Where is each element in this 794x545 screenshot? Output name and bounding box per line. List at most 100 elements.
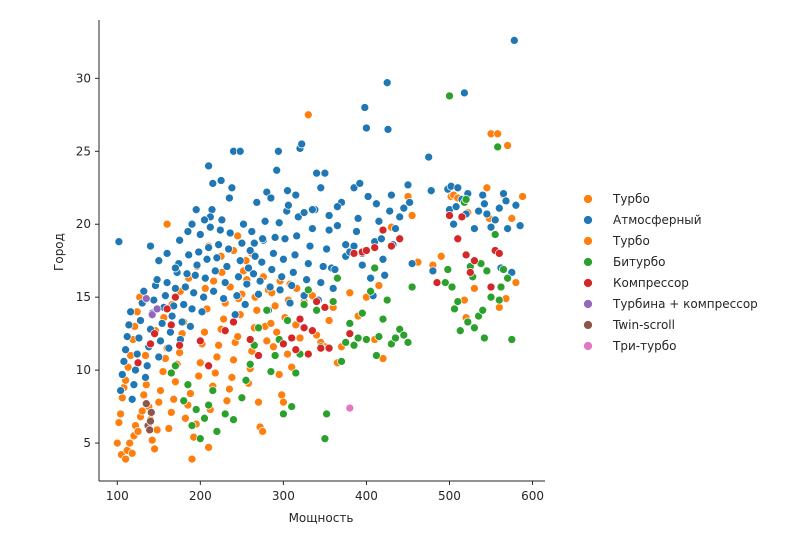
scatter-point: [362, 335, 371, 344]
scatter-point: [267, 265, 277, 274]
scatter-point: [366, 273, 375, 283]
scatter-point: [204, 161, 213, 171]
scatter-point: [451, 202, 461, 212]
scatter-point: [270, 233, 280, 242]
scatter-point: [227, 373, 237, 382]
scatter-point: [291, 320, 301, 330]
scatter-point: [181, 413, 190, 423]
scatter-point: [166, 408, 176, 417]
scatter-point: [395, 212, 405, 222]
scatter-point: [227, 183, 237, 193]
scatter-point: [124, 320, 134, 330]
scatter-point: [494, 303, 504, 312]
scatter-point: [262, 187, 272, 197]
scatter-point: [166, 368, 176, 378]
scatter-point: [295, 333, 305, 343]
scatter-point: [493, 142, 503, 152]
scatter-point: [486, 282, 496, 292]
scatter-point: [372, 199, 381, 209]
scatter-point: [496, 282, 506, 292]
scatter-point: [257, 257, 267, 267]
scatter-point: [112, 438, 122, 448]
scatter-point: [432, 278, 442, 287]
scatter-point: [328, 297, 338, 306]
scatter-point: [461, 250, 471, 260]
scatter-point: [270, 301, 280, 311]
scatter-point: [129, 380, 139, 390]
legend-marker: [583, 299, 593, 309]
scatter-point: [345, 329, 355, 339]
scatter-point: [453, 297, 463, 306]
scatter-point: [208, 179, 218, 188]
scatter-point: [341, 240, 351, 250]
scatter-point: [219, 294, 228, 303]
scatter-point: [158, 367, 168, 376]
legend-label: Twin-scroll: [612, 318, 675, 332]
scatter-point: [320, 303, 330, 312]
scatter-point: [187, 454, 197, 464]
scatter-point: [360, 103, 370, 112]
scatter-point: [279, 409, 288, 419]
scatter-point: [247, 227, 257, 236]
scatter-point: [453, 234, 463, 244]
x-axis-label: Мощность: [289, 511, 354, 525]
scatter-point: [501, 196, 511, 206]
scatter-point: [132, 349, 142, 359]
scatter-point: [254, 351, 263, 360]
scatter-point: [407, 282, 417, 292]
scatter-point: [377, 234, 386, 244]
scatter-point: [216, 176, 226, 185]
scatter-point: [235, 256, 245, 266]
scatter-point: [480, 199, 489, 209]
scatter-point: [511, 278, 521, 287]
scatter-point: [131, 365, 140, 375]
scatter-point: [290, 250, 300, 260]
scatter-point: [395, 234, 405, 244]
scatter-point: [230, 310, 240, 320]
scatter-point: [161, 291, 170, 301]
scatter-point: [387, 241, 396, 251]
scatter-point: [146, 241, 155, 251]
scatter-point: [214, 340, 223, 350]
scatter-point: [486, 292, 496, 302]
scatter-point: [299, 291, 309, 301]
scatter-point: [470, 284, 479, 293]
scatter-point: [287, 402, 297, 411]
scatter-point: [152, 425, 162, 435]
scatter-point: [291, 368, 301, 378]
scatter-point: [123, 362, 133, 372]
scatter-point: [324, 316, 334, 325]
y-axis-label: Город: [52, 233, 66, 271]
scatter-point: [382, 295, 392, 305]
scatter-point: [295, 314, 305, 324]
scatter-point: [387, 339, 396, 349]
scatter-point: [445, 91, 454, 101]
scatter-point: [254, 289, 263, 299]
scatter-point: [182, 269, 192, 279]
scatter-point: [171, 284, 180, 293]
scatter-point: [116, 386, 125, 395]
scatter-point: [217, 215, 227, 225]
scatter-point: [378, 225, 388, 235]
scatter-point: [292, 231, 302, 241]
scatter-point: [152, 304, 162, 314]
x-tick-label: 500: [438, 489, 461, 503]
scatter-point: [436, 251, 446, 261]
scatter-point: [272, 165, 282, 175]
scatter-point: [187, 304, 197, 314]
scatter-point: [280, 234, 290, 244]
scatter-point: [204, 243, 213, 252]
scatter-point: [117, 370, 127, 379]
scatter-point: [507, 268, 517, 277]
scatter-point: [249, 269, 258, 279]
scatter-point: [345, 288, 355, 298]
scatter-point: [370, 243, 380, 252]
scatter-point: [291, 190, 301, 200]
scatter-point: [235, 146, 245, 156]
scatter-point: [283, 349, 292, 359]
scatter-point: [177, 317, 187, 327]
scatter-point: [169, 394, 179, 404]
scatter-point: [141, 373, 150, 382]
scatter-point: [322, 244, 331, 254]
scatter-point: [279, 339, 288, 349]
